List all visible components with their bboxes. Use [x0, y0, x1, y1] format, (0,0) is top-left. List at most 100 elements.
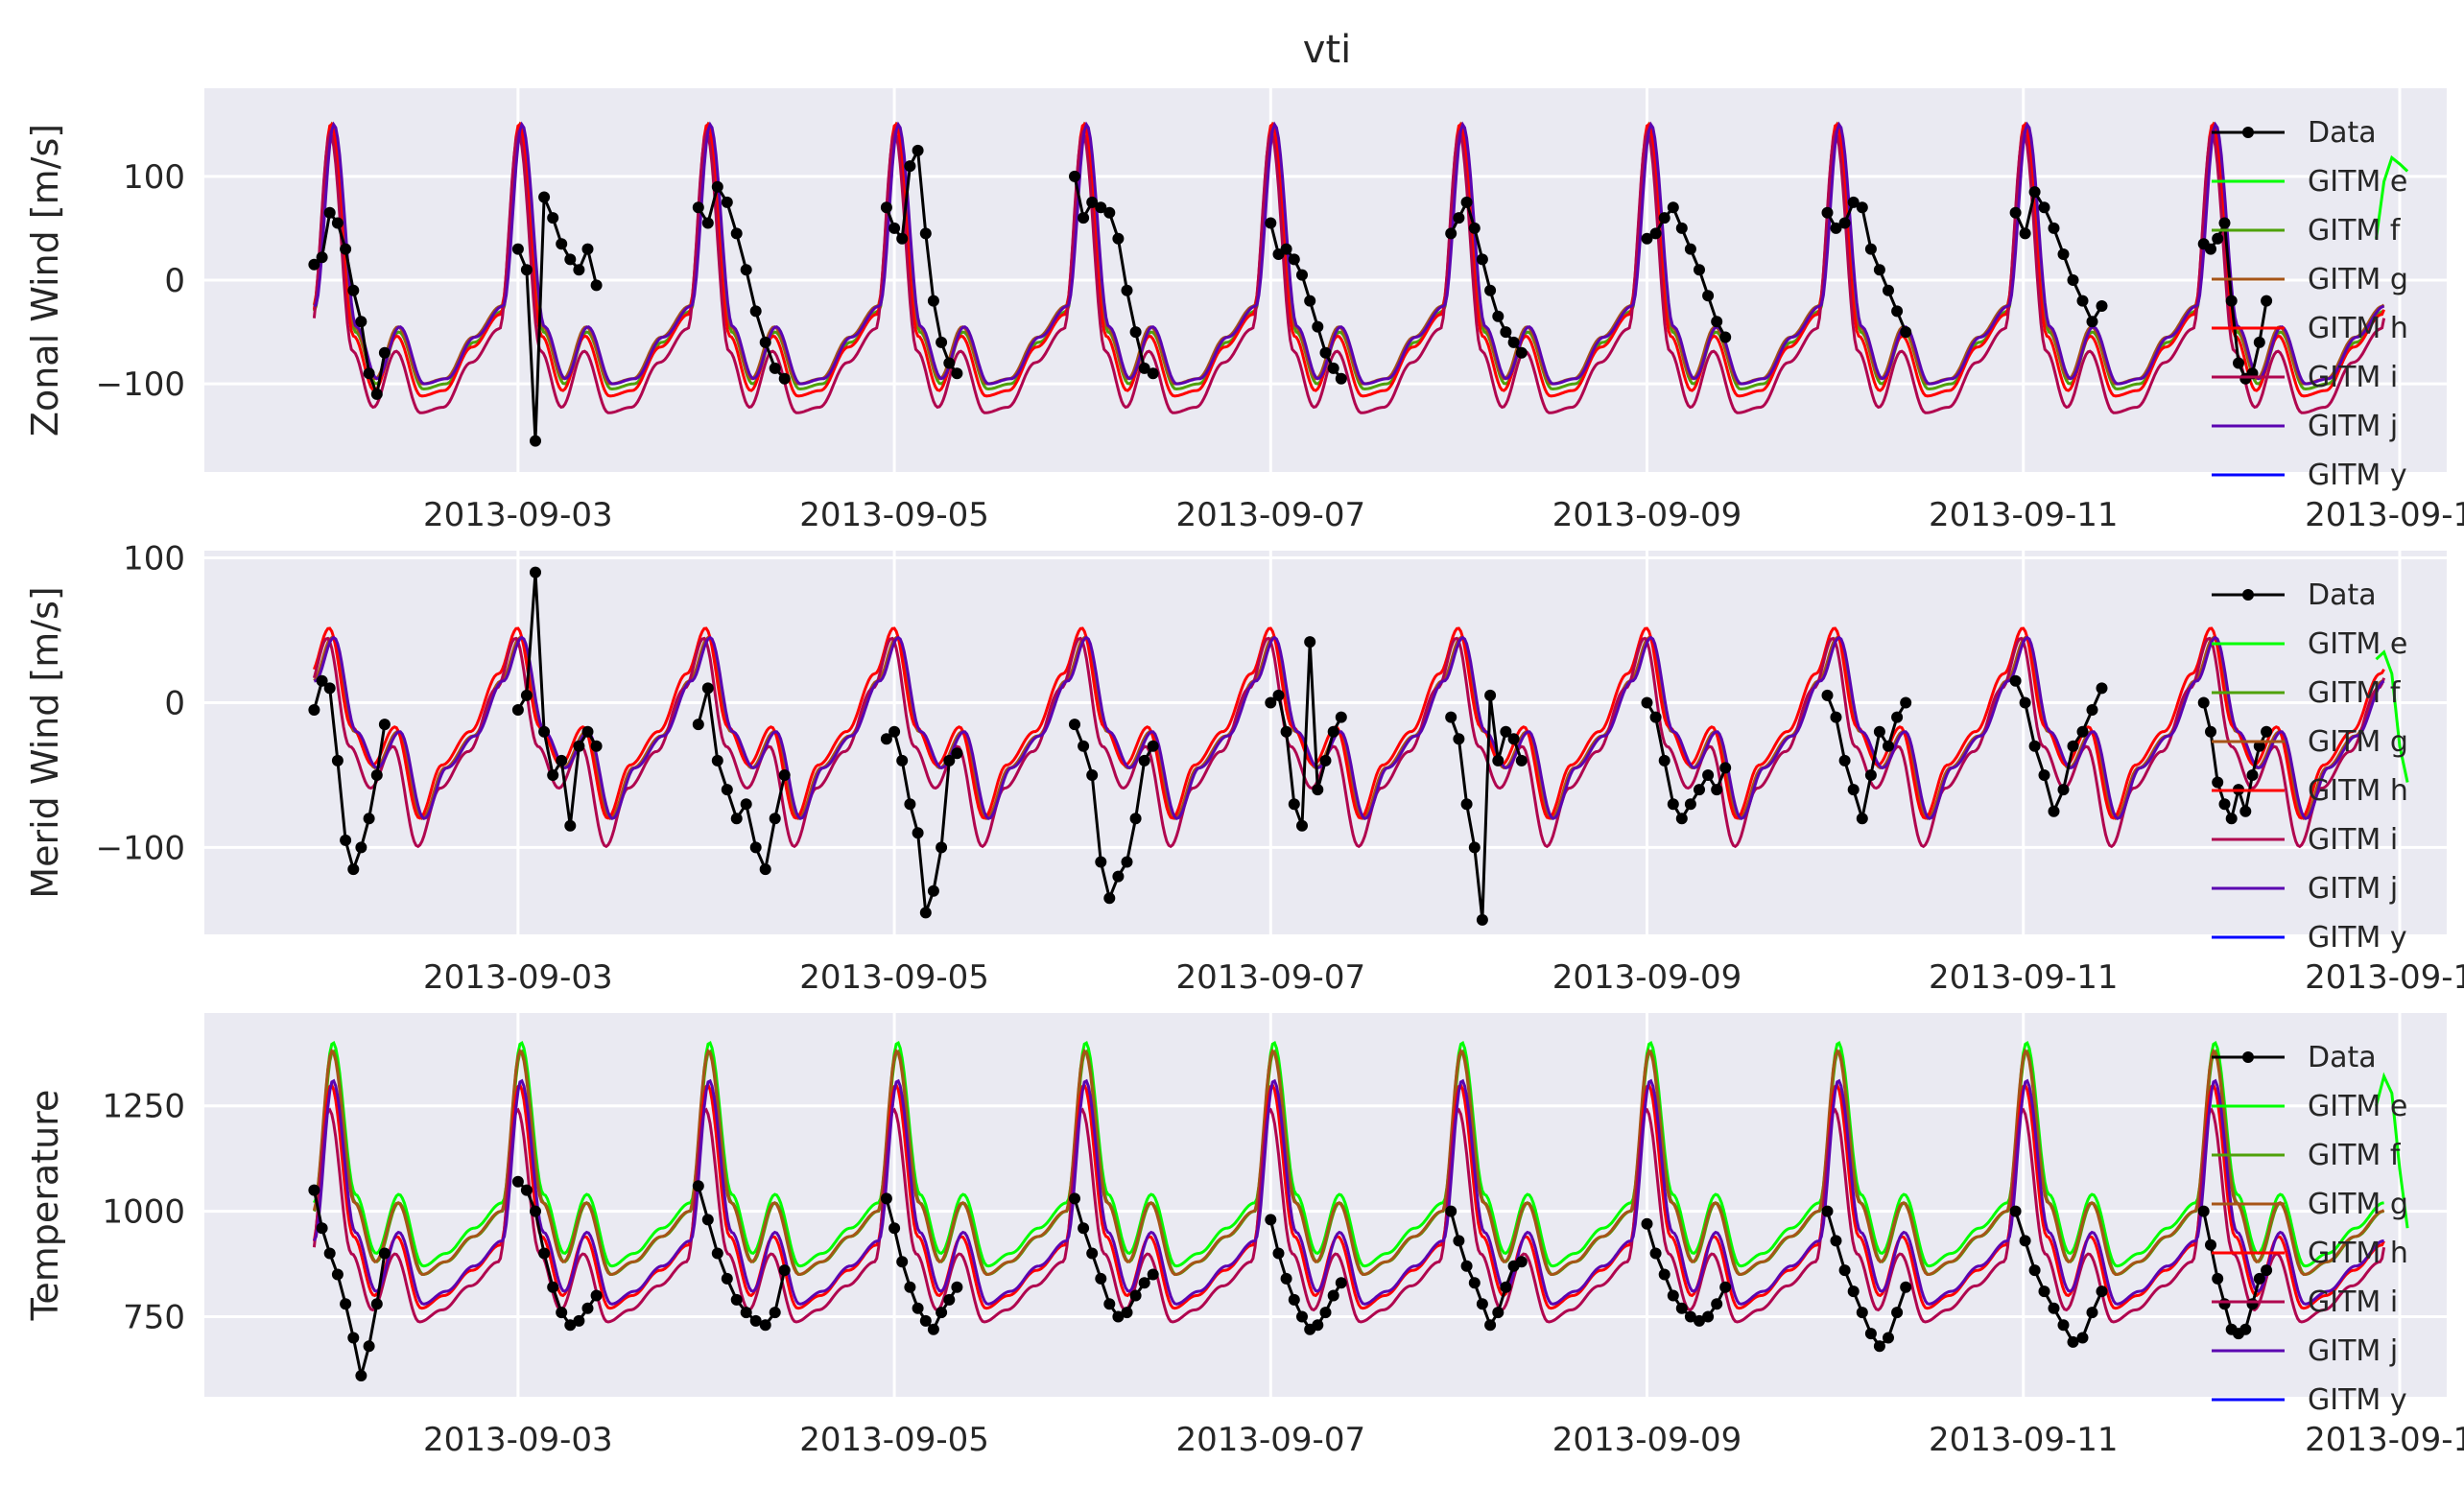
data-point	[701, 217, 714, 229]
data-point	[1838, 1264, 1851, 1277]
legend-label: GITM i	[2308, 823, 2398, 857]
data-point	[2253, 1272, 2265, 1285]
data-point	[530, 566, 541, 578]
data-point	[721, 196, 733, 208]
data-point	[2239, 805, 2252, 817]
data-point	[1873, 725, 1885, 738]
data-point	[740, 264, 752, 276]
data-point	[1856, 1307, 1868, 1319]
x-tick-label: 2013-09-11	[1929, 1421, 2119, 1459]
data-point	[2076, 725, 2089, 738]
series-line-gitm-g	[312, 1048, 2385, 1277]
data-point	[1304, 636, 1316, 649]
x-tick-label: 2013-09-09	[1552, 958, 1742, 997]
data-point	[1095, 201, 1107, 214]
chart-panel-merid: 2013-09-03 2013-09-05 2013-09-07 2013-09-09…	[24, 540, 2464, 997]
data-point	[1821, 206, 1834, 219]
data-point	[1453, 733, 1465, 745]
data-point	[778, 769, 791, 781]
data-line	[697, 182, 786, 380]
data-point	[378, 1247, 391, 1260]
data-point	[888, 725, 901, 738]
data-point	[1856, 201, 1868, 214]
data-point	[721, 784, 733, 796]
data-point	[951, 747, 963, 760]
x-tick-label: 2013-09-07	[1176, 958, 1366, 997]
data-point	[530, 435, 541, 447]
data-point	[1296, 269, 1308, 281]
data-point	[1684, 798, 1696, 811]
data-line	[516, 1180, 598, 1328]
legend-marker	[2242, 127, 2254, 138]
data-point	[363, 813, 375, 825]
data-point	[936, 336, 948, 348]
plot-area-temp	[204, 1013, 2447, 1397]
data-point	[2067, 274, 2079, 286]
data-point	[1719, 1281, 1732, 1293]
legend-label: GITM g	[2308, 1188, 2408, 1221]
data-point	[1641, 1217, 1653, 1230]
data-point	[331, 754, 344, 767]
data-point	[331, 1268, 344, 1281]
data-point	[1280, 1272, 1292, 1285]
y-tick-label: 1000	[102, 1193, 185, 1232]
data-point	[2261, 725, 2273, 738]
data-point	[1138, 362, 1150, 374]
y-tick-label: 100	[123, 158, 185, 197]
data-point	[1129, 326, 1142, 339]
data-point	[1684, 243, 1696, 255]
data-point	[2048, 1302, 2060, 1314]
data-point	[1500, 1281, 1512, 1293]
data-line	[1449, 1211, 1523, 1329]
data-point	[347, 1332, 360, 1344]
data-point	[1078, 1222, 1090, 1235]
data-point	[308, 704, 320, 716]
data-point	[1702, 1310, 1715, 1323]
data-point	[378, 346, 391, 359]
legend-label: GITM f	[2308, 1139, 2402, 1172]
data-point	[1129, 813, 1142, 825]
data-point	[1445, 227, 1457, 240]
data-line	[885, 1198, 959, 1333]
data-point	[355, 841, 367, 854]
x-tick-label: 2013-09-11	[1929, 496, 2119, 534]
data-point	[2246, 769, 2259, 781]
legend-merid: Data GITM e GITM f GITM g GITM h GITM i GITM j…	[2212, 578, 2408, 955]
data-point	[1719, 762, 1732, 774]
data-point	[1319, 754, 1332, 767]
data-point	[1702, 290, 1715, 302]
series-line-gitm-e-tail	[2375, 1072, 2409, 1229]
data-point	[1121, 856, 1133, 868]
data-point	[538, 191, 551, 203]
data-point	[1694, 264, 1705, 276]
data-point	[573, 264, 585, 276]
data-point	[520, 1184, 533, 1196]
data-point	[1821, 689, 1834, 701]
data-line	[697, 1185, 787, 1328]
data-point	[564, 1319, 577, 1332]
legend-label: GITM y	[2308, 459, 2407, 492]
data-point	[1312, 1319, 1324, 1332]
data-point	[308, 1184, 320, 1196]
data-point	[701, 1214, 714, 1226]
data-point	[1476, 1298, 1488, 1310]
data-point	[1838, 754, 1851, 767]
data-point	[1891, 711, 1904, 723]
data-point	[1296, 819, 1308, 832]
data-point	[1476, 913, 1488, 926]
data-point	[1900, 326, 1912, 339]
data-point	[1821, 1205, 1834, 1217]
data-point	[1667, 201, 1679, 214]
data-point	[1445, 1205, 1457, 1217]
data-point	[1658, 754, 1670, 767]
data-point	[1883, 1332, 1894, 1344]
data-point	[547, 1281, 559, 1293]
x-tick-label: 2013-09-13	[2305, 1421, 2464, 1459]
data-point	[1830, 711, 1842, 723]
data-line	[1073, 723, 1154, 904]
data-point	[564, 253, 577, 266]
data-point	[2009, 206, 2022, 219]
data-point	[711, 754, 723, 767]
data-point	[1847, 196, 1860, 208]
